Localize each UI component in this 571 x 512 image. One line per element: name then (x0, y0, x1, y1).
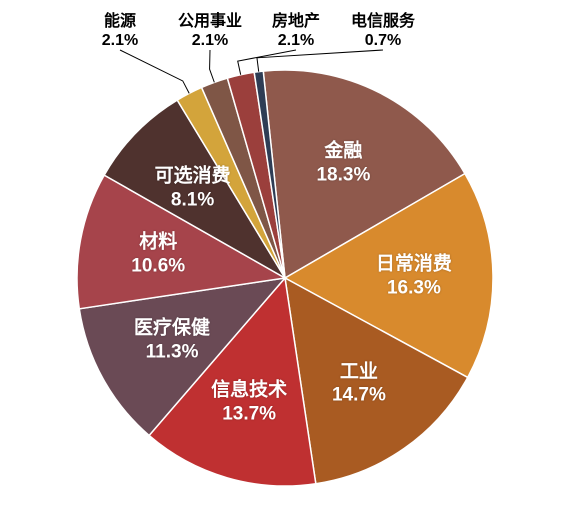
slice-label-pct: 11.3% (134, 340, 210, 364)
slice-label-pct: 2.1% (102, 31, 138, 50)
slice-label: 材料10.6% (131, 231, 185, 279)
slice-label-name: 金融 (324, 140, 362, 161)
slice-label: 日常消费16.3% (376, 252, 452, 300)
slice-label-outer: 公用事业2.1% (178, 12, 242, 50)
slice-label-name: 信息技术 (211, 379, 287, 400)
slice-label-outer: 房地产2.1% (272, 12, 320, 50)
slice-label-pct: 0.7% (351, 31, 415, 50)
slice-label-outer: 能源2.1% (102, 12, 138, 50)
slice-label-pct: 14.7% (332, 384, 386, 408)
slice-label-name: 可选消费 (155, 165, 231, 186)
slice-label-pct: 10.6% (131, 254, 185, 278)
pie-svg (0, 0, 571, 512)
slice-label-name: 电信服务 (351, 12, 415, 31)
slice-label-outer: 电信服务0.7% (351, 12, 415, 50)
slice-label-name: 医疗保健 (134, 317, 210, 338)
slice-label-name: 能源 (102, 12, 138, 31)
slice-label-pct: 2.1% (272, 31, 320, 50)
slice-label-name: 日常消费 (376, 253, 452, 274)
slice-label: 可选消费8.1% (155, 164, 231, 212)
slice-label-pct: 13.7% (211, 402, 287, 426)
leader-line (210, 50, 215, 82)
slice-label-name: 材料 (139, 232, 177, 253)
slice-label-pct: 8.1% (155, 188, 231, 212)
slice-label-name: 公用事业 (178, 12, 242, 31)
slice-label-pct: 2.1% (178, 31, 242, 50)
slice-label-pct: 18.3% (316, 163, 370, 187)
sector-allocation-pie-chart: 金融18.3%日常消费16.3%工业14.7%信息技术13.7%医疗保健11.3… (0, 0, 571, 512)
slice-label: 医疗保健11.3% (134, 316, 210, 364)
leader-line (120, 50, 189, 93)
slice-label-name: 工业 (340, 361, 378, 382)
leader-line (257, 50, 383, 72)
slice-label-name: 房地产 (272, 12, 320, 31)
slice-label: 金融18.3% (316, 139, 370, 187)
slice-label: 信息技术13.7% (211, 378, 287, 426)
slice-label: 工业14.7% (332, 360, 386, 408)
slice-label-pct: 16.3% (376, 276, 452, 300)
